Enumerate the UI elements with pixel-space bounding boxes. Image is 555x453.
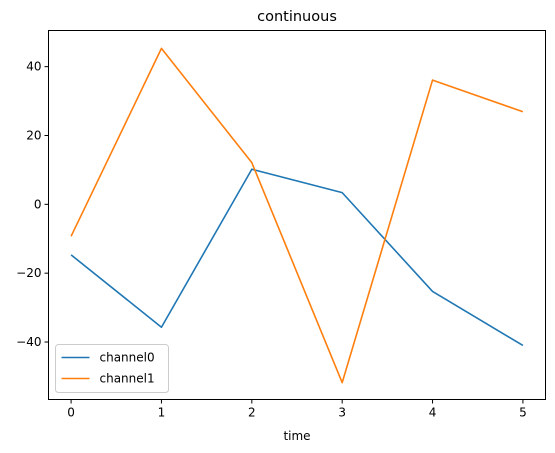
legend-label-channel0: channel0: [100, 351, 155, 365]
x-tick-label: 0: [67, 406, 75, 420]
x-tick-label: 3: [338, 406, 346, 420]
x-tick-label: 1: [158, 406, 166, 420]
series-line-channel1: [70, 47, 524, 384]
legend: channel0 channel1: [55, 344, 169, 393]
y-tick-label: 0: [34, 197, 42, 211]
y-tick-label: 40: [26, 60, 41, 74]
x-axis-label: time: [283, 429, 310, 443]
series-lines: [70, 47, 524, 384]
legend-box: [55, 344, 169, 393]
legend-label-channel1: channel1: [100, 372, 155, 386]
y-axis: −40 −20 0 20 40: [16, 60, 49, 349]
plot-area: [48, 30, 546, 400]
x-tick-label: 4: [429, 406, 437, 420]
y-tick-label: 20: [26, 128, 41, 142]
x-tick-label: 5: [519, 406, 527, 420]
series-line-channel0: [70, 168, 524, 347]
x-tick-label: 2: [248, 406, 256, 420]
y-tick-label: −40: [16, 335, 41, 349]
x-axis: 0 1 2 3 4 5: [67, 399, 527, 420]
y-tick-label: −20: [16, 266, 41, 280]
chart-title: continuous: [257, 9, 337, 25]
